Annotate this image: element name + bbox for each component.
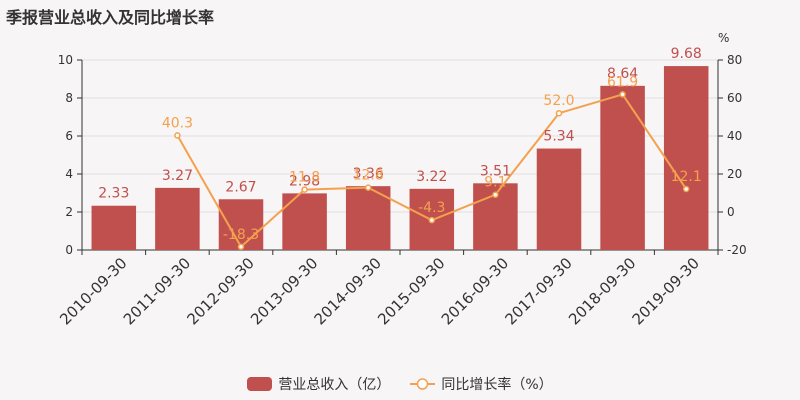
y-left-tick-label: 2 — [65, 205, 73, 219]
growth-value-label: -4.3 — [418, 200, 445, 216]
y-left-tick-label: 8 — [65, 91, 73, 105]
bar — [600, 85, 645, 250]
growth-point — [174, 132, 181, 139]
x-tick-label: 2016-09-30 — [438, 254, 512, 328]
bar-value-label: 9.68 — [671, 46, 702, 62]
bar — [282, 193, 327, 250]
growth-point — [237, 243, 245, 251]
growth-value-label: 52.0 — [543, 93, 574, 109]
growth-point — [364, 184, 372, 191]
legend-line-swatch-icon — [410, 377, 436, 391]
growth-point — [619, 91, 626, 98]
growth-value-label: 11.8 — [289, 170, 320, 186]
bar-value-label: 3.22 — [416, 169, 447, 185]
bar — [345, 186, 391, 250]
bar — [155, 187, 200, 250]
x-tick-label: 2018-09-30 — [565, 254, 639, 328]
bar-value-label: 2.67 — [225, 179, 256, 195]
chart-title: 季报营业总收入及同比增长率 — [6, 8, 215, 27]
bar-value-label: 3.36 — [353, 166, 384, 182]
growth-point — [555, 109, 563, 117]
growth-value-label: 61.9 — [607, 74, 638, 90]
growth-point — [492, 191, 499, 198]
legend-item-growth[interactable]: 同比增长率（%） — [410, 374, 553, 394]
x-tick-label: 2014-09-30 — [311, 254, 385, 328]
legend-label-growth: 同比增长率（%） — [441, 377, 553, 393]
x-tick-label: 2013-09-30 — [247, 254, 321, 328]
growth-point — [428, 216, 436, 224]
bar — [91, 205, 137, 250]
bar — [218, 199, 264, 250]
x-tick-label: 2010-09-30 — [56, 254, 130, 328]
legend-bar-swatch-icon — [247, 377, 273, 391]
growth-value-label: 9.1 — [484, 175, 506, 191]
bar-value-label: 2.33 — [98, 186, 129, 202]
growth-value-label: 12.8 — [353, 168, 384, 184]
y-right-unit: % — [718, 31, 729, 45]
x-tick-label: 2017-09-30 — [501, 254, 575, 328]
x-tick-label: 2015-09-30 — [374, 254, 448, 328]
bar-value-label: 5.34 — [543, 129, 574, 145]
y-left-tick-label: 6 — [65, 129, 73, 143]
y-left-tick-label: 4 — [65, 167, 73, 181]
y-right-tick-label: 60 — [727, 91, 742, 105]
growth-point — [682, 185, 690, 193]
growth-value-label: 40.3 — [162, 115, 193, 131]
growth-value-label: -18.3 — [223, 227, 259, 243]
y-right-tick-label: 40 — [727, 129, 742, 143]
bar-value-label: 2.98 — [289, 173, 320, 189]
legend-label-revenue: 营业总收入（亿） — [278, 377, 391, 393]
y-right-tick-label: -20 — [727, 243, 747, 257]
x-tick-label: 2012-09-30 — [183, 254, 257, 328]
legend: 营业总收入（亿） 同比增长率（%） — [0, 374, 800, 394]
y-left-tick-label: 10 — [58, 53, 73, 67]
legend-item-revenue[interactable]: 营业总收入（亿） — [247, 374, 390, 394]
bar-value-label: 3.51 — [480, 163, 511, 179]
x-tick-label: 2011-09-30 — [120, 254, 194, 328]
bar — [536, 148, 582, 250]
growth-value-label: 12.1 — [671, 169, 702, 185]
bar-value-label: 8.64 — [607, 66, 638, 82]
bar — [663, 66, 709, 250]
growth-point — [301, 186, 308, 193]
y-right-tick-label: 20 — [727, 167, 742, 181]
y-left-tick-label: 0 — [65, 243, 73, 257]
y-right-tick-label: 0 — [727, 205, 735, 219]
x-tick-label: 2019-09-30 — [629, 254, 703, 328]
y-right-tick-label: 80 — [727, 53, 742, 67]
bar-value-label: 3.27 — [162, 168, 193, 184]
